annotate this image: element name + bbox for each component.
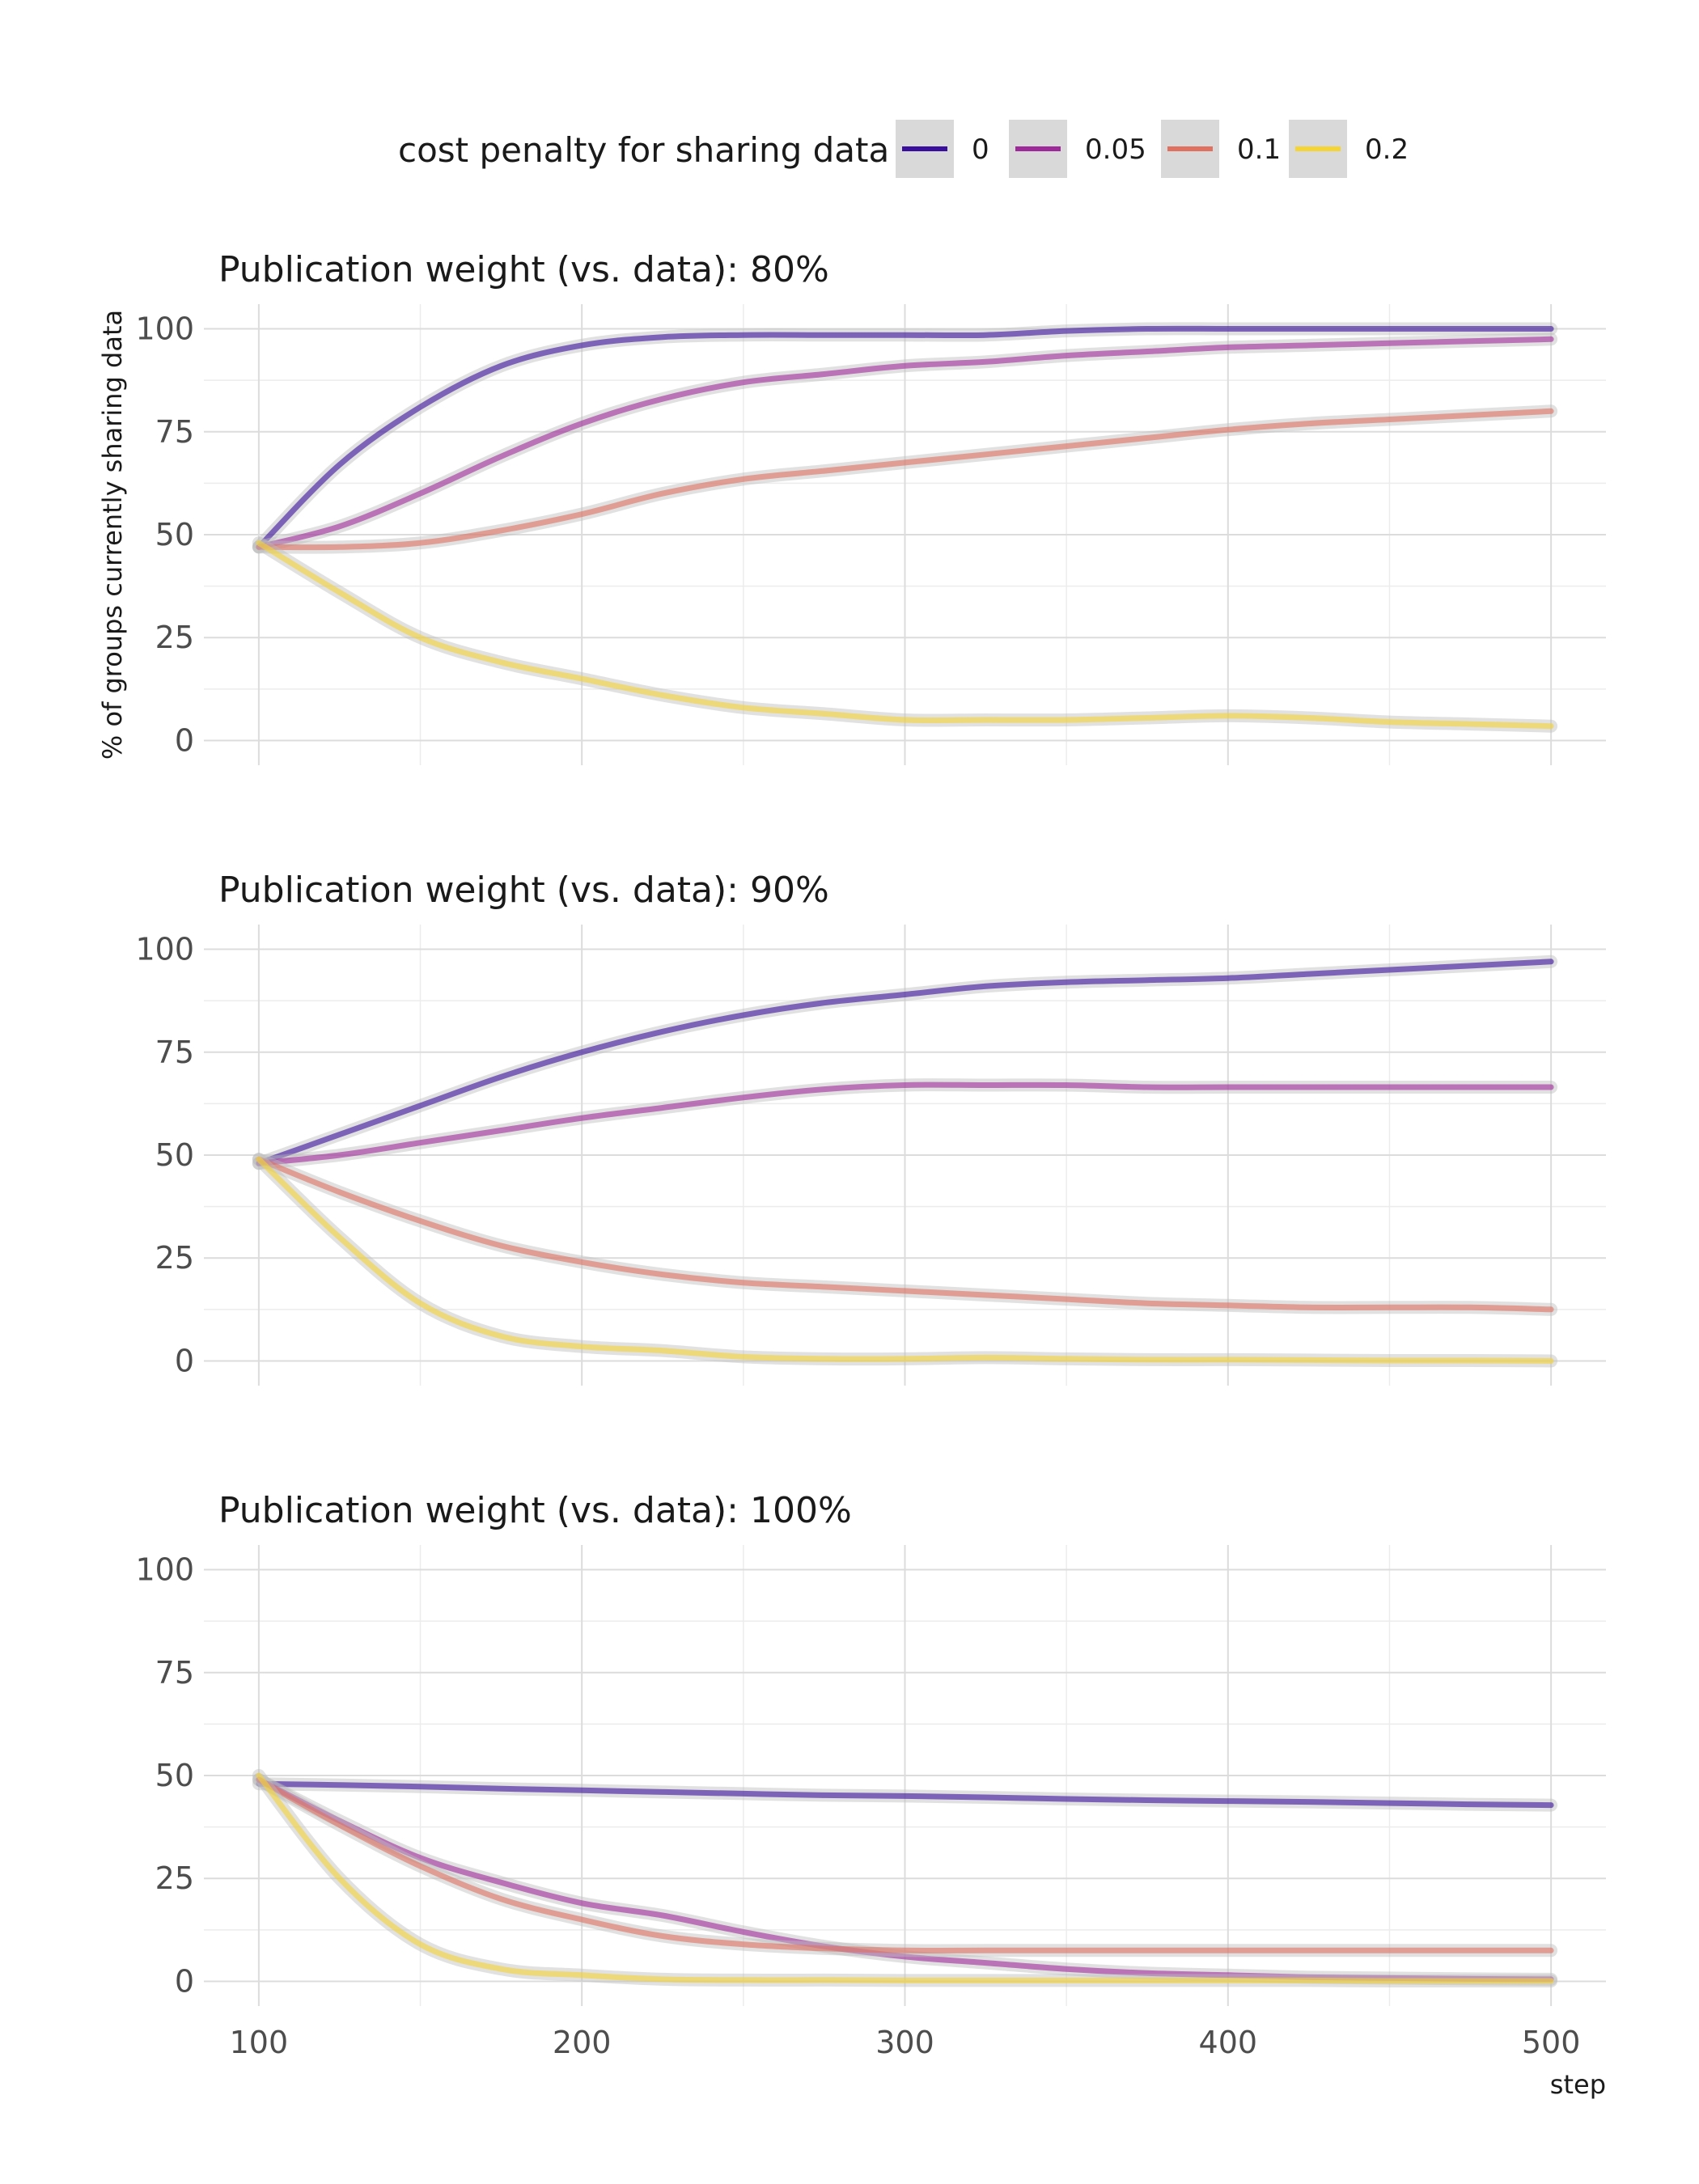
y-tick-label: 50 bbox=[155, 1758, 194, 1793]
series-line bbox=[256, 1780, 1554, 1809]
y-tick-label: 75 bbox=[155, 1655, 194, 1691]
legend-label: 0.1 bbox=[1237, 133, 1281, 166]
panel-title: Publication weight (vs. data): 90% bbox=[218, 870, 829, 911]
legend-label: 0.05 bbox=[1085, 133, 1146, 166]
y-tick-label: 50 bbox=[155, 517, 194, 552]
series-line bbox=[256, 1156, 1554, 1313]
series-0.1 bbox=[252, 404, 1558, 554]
series-0 bbox=[252, 322, 1558, 554]
series-0.1 bbox=[252, 1153, 1558, 1316]
series-line bbox=[256, 1156, 1554, 1364]
panel: Publication weight (vs. data): 80% 0 25 50 7… bbox=[135, 249, 1606, 765]
y-tick-label: 25 bbox=[155, 620, 194, 655]
series-0.05 bbox=[252, 1078, 1558, 1170]
x-tick-label: 200 bbox=[553, 2025, 612, 2060]
panels: Publication weight (vs. data): 80% 0 25 50 7… bbox=[135, 249, 1606, 2060]
panel: Publication weight (vs. data): 90% 0 25 50 7… bbox=[135, 870, 1606, 1386]
legend: cost penalty for sharing data 0 0.05 0.1 0.2 bbox=[398, 120, 1409, 178]
y-tick-label: 100 bbox=[135, 311, 194, 347]
legend-label: 0 bbox=[972, 133, 989, 166]
series-line bbox=[256, 1776, 1554, 1983]
panel: Publication weight (vs. data): 100% 0 25 50… bbox=[135, 1490, 1606, 2060]
y-tick-label: 0 bbox=[175, 1963, 194, 1999]
series-line bbox=[256, 1081, 1554, 1166]
x-axis-title: step bbox=[1550, 2069, 1606, 2100]
grid bbox=[204, 304, 1606, 765]
y-tick-label: 50 bbox=[155, 1137, 194, 1173]
y-tick-label: 0 bbox=[175, 722, 194, 758]
legend-entry: 0.2 bbox=[1289, 120, 1409, 178]
series-0.05 bbox=[252, 1773, 1558, 1986]
series-0 bbox=[252, 954, 1558, 1170]
series-0.05 bbox=[252, 332, 1558, 554]
legend-entry: 0 bbox=[896, 120, 989, 178]
x-tick-label: 400 bbox=[1199, 2025, 1258, 2060]
series-line bbox=[256, 1772, 1554, 1984]
x-tick-label: 300 bbox=[875, 2025, 934, 2060]
y-axis-title: % of groups currently sharing data bbox=[97, 310, 128, 760]
y-tick-label: 75 bbox=[155, 1035, 194, 1070]
series-line bbox=[256, 336, 1554, 550]
y-tick-label: 100 bbox=[135, 1552, 194, 1588]
panel-title: Publication weight (vs. data): 80% bbox=[218, 249, 829, 290]
series-line bbox=[256, 408, 1554, 551]
series-line bbox=[256, 1776, 1554, 1953]
series-0 bbox=[252, 1777, 1558, 1812]
legend-title: cost penalty for sharing data bbox=[398, 130, 889, 170]
y-tick-label: 25 bbox=[155, 1860, 194, 1896]
y-tick-label: 75 bbox=[155, 414, 194, 450]
series-0.2 bbox=[252, 1153, 1558, 1368]
series-0.1 bbox=[252, 1773, 1558, 1958]
series-0.2 bbox=[252, 536, 1558, 733]
legend-label: 0.2 bbox=[1365, 133, 1409, 166]
grid bbox=[204, 1545, 1606, 2006]
series-line bbox=[256, 959, 1554, 1166]
series-0.2 bbox=[252, 1769, 1558, 1988]
series-line bbox=[256, 540, 1554, 730]
x-tick-label: 100 bbox=[230, 2025, 289, 2060]
y-tick-label: 100 bbox=[135, 932, 194, 967]
y-tick-label: 0 bbox=[175, 1343, 194, 1378]
x-tick-label: 500 bbox=[1522, 2025, 1581, 2060]
legend-entry: 0.05 bbox=[1009, 120, 1146, 178]
series-line bbox=[256, 325, 1554, 550]
legend-entry: 0.1 bbox=[1161, 120, 1281, 178]
panel-title: Publication weight (vs. data): 100% bbox=[218, 1490, 852, 1531]
y-tick-label: 25 bbox=[155, 1240, 194, 1276]
